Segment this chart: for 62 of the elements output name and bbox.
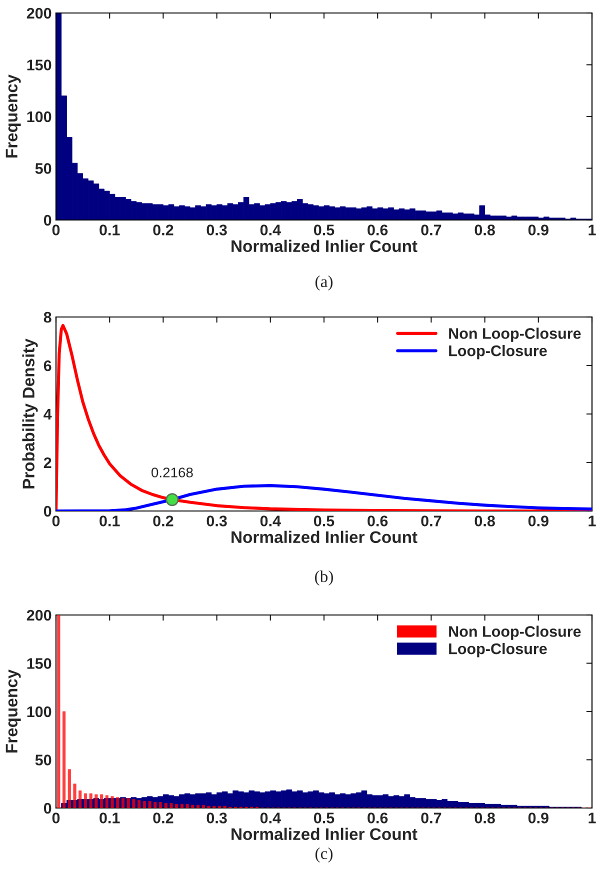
annotation: 0.2168 [152,468,193,478]
x-tick-label: 0 [52,224,60,236]
text: (c) [315,847,333,863]
y-tick-label: 200 [26,610,52,621]
x-tick-label: 0.5 [314,812,334,824]
y-tick-label: 0 [44,506,52,517]
text: (a) [315,275,333,291]
x-tick-label: 0.5 [314,224,334,236]
x-tick-label: 0.3 [206,812,227,824]
x-tick-label: 0.4 [260,224,281,236]
y-tick-label: 8 [44,312,52,323]
x-tick-label: 1 [588,812,596,824]
x-tick-label: 0.4 [260,812,281,824]
y-tick-label: 200 [26,8,52,19]
x-tick-label: 0.5 [314,516,334,526]
y-tick-label: 2 [44,457,52,468]
legend-label: Non Loop-Closure [449,328,581,342]
x-tick-label: 0.2 [153,224,174,236]
x-tick-label: 0.8 [474,516,495,526]
y-tick-label: 100 [27,706,52,718]
x-tick-label: 0.3 [206,224,227,236]
y-tick-label: 150 [27,658,52,669]
y-tick-label: 100 [27,111,52,122]
y-tick-label: 50 [35,163,52,174]
x-axis-title: Normalized Inlier Count [232,240,418,252]
legend-label: Non Loop-Closure [449,626,581,640]
x-axis-title: Normalized Inlier Count [232,530,418,544]
x-tick-label: 0 [52,516,60,526]
y-axis-title: Probability Density [22,338,38,488]
x-tick-label: 0.7 [421,812,442,824]
x-tick-label: 0.9 [528,224,548,236]
y-tick-label: 6 [44,360,52,372]
x-tick-label: 0.3 [206,516,227,526]
x-tick-label: 0.6 [368,812,388,824]
x-tick-label: 0.9 [528,812,548,824]
y-tick-label: 0 [44,214,52,226]
x-tick-label: 0.9 [528,516,548,526]
x-tick-label: 0.1 [100,224,120,236]
x-tick-label: 0.7 [421,224,442,236]
y-tick-label: 4 [44,409,52,420]
x-tick-label: 0.2 [153,516,174,526]
x-tick-label: 0.2 [153,812,174,824]
y-axis-title: Frequency [6,74,21,158]
legend-label: Loop-Closure [449,344,547,360]
text: (b) [315,570,333,586]
y-axis-title: Frequency [6,669,21,753]
x-tick-label: 0.4 [260,516,281,526]
x-tick-label: 0.8 [474,812,495,824]
x-tick-label: 1 [588,516,596,526]
x-tick-label: 0.8 [474,224,495,236]
x-tick-label: 0.6 [368,516,388,526]
y-tick-label: 150 [27,60,52,70]
x-axis-title: Normalized Inlier Count [232,828,418,840]
x-tick-label: 0 [52,812,60,824]
x-tick-label: 0.1 [100,812,120,824]
x-tick-label: 1 [588,224,596,236]
x-tick-label: 0.6 [368,224,388,236]
x-tick-label: 0.1 [100,516,120,526]
y-tick-label: 0 [44,802,52,814]
y-tick-label: 50 [35,754,52,766]
legend-label: Loop-Closure [449,642,547,658]
x-tick-label: 0.7 [421,516,442,526]
